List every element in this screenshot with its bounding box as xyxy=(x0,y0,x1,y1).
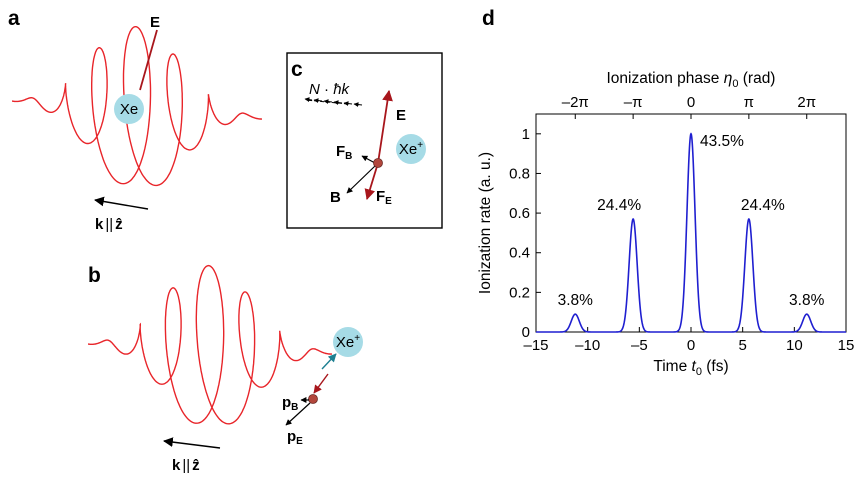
y-tick-label: 0.2 xyxy=(509,284,530,301)
B-label: B xyxy=(330,189,341,206)
panel-c-frame xyxy=(286,52,443,229)
top-tick-label: 0 xyxy=(687,94,695,111)
photon-arrow xyxy=(343,101,353,107)
panel-c-label: c xyxy=(291,58,303,81)
ionization-rate-curve xyxy=(536,132,846,333)
photon-arrow xyxy=(313,98,323,104)
top-axis-label: Ionization phase η0 (rad) xyxy=(607,70,776,90)
electron-momentum-arrow-b xyxy=(313,373,329,394)
y-tick-label: 0.8 xyxy=(509,165,530,182)
pE-label: pE xyxy=(287,428,303,447)
electron-c xyxy=(373,158,383,168)
peak-label: 3.8% xyxy=(558,292,594,309)
pB-label: pB xyxy=(282,394,298,413)
panel-a: a Xe E k || ẑ xyxy=(8,7,262,233)
top-tick-label: –π xyxy=(624,94,643,111)
photon-momentum-label: N · ħk xyxy=(309,81,351,98)
panel-c: c N · ħk E Xe+ FB B FE xyxy=(286,52,443,229)
photon-arrow xyxy=(333,100,343,106)
peak-label: 24.4% xyxy=(597,197,641,214)
x-tick-label: 5 xyxy=(738,337,746,354)
laser-helix-a xyxy=(12,26,262,187)
xe-ion-c xyxy=(396,134,426,164)
x-tick-label: 0 xyxy=(687,337,695,354)
peak-label: 24.4% xyxy=(741,197,785,214)
peak-label: 43.5% xyxy=(700,133,744,150)
pE-arrow xyxy=(285,402,311,426)
photon-arrows xyxy=(304,97,363,108)
panel-d-label: d xyxy=(482,7,495,30)
wave-vector-arrow-b xyxy=(163,437,221,449)
x-tick-label: –10 xyxy=(575,337,600,354)
ionization-rate-chart: –15 –10 –5 0 5 10 15 –2π –π 0 π 2π 0 0.2 0.4 0.6 0.8 1 Tim… xyxy=(477,70,854,378)
wave-vector-arrow-a xyxy=(94,196,149,210)
photon-arrow xyxy=(353,102,363,108)
top-tick-label: –2π xyxy=(562,94,589,111)
y-tick-label: 0.6 xyxy=(509,205,530,222)
laser-helix-b xyxy=(88,264,332,425)
x-tick-label: 15 xyxy=(838,337,855,354)
FE-label: FE xyxy=(376,188,392,207)
panel-d: d –15 –10 –5 0 5 10 15 –2π –π 0 π 2π 0 0.2 0.4 0.6 0.8 1 T… xyxy=(477,7,854,378)
x-tick-label: –5 xyxy=(631,337,648,354)
FB-arrow xyxy=(361,155,376,164)
field-arrow-a xyxy=(139,29,158,91)
x-tick-label: 10 xyxy=(786,337,803,354)
xe-atom-a xyxy=(114,94,144,124)
field-label-a: E xyxy=(150,14,160,31)
top-tick-label: π xyxy=(744,94,754,111)
top-tick-label: 2π xyxy=(797,94,816,111)
xe-ion-c-label: Xe+ xyxy=(399,140,423,158)
x-tick-label: –15 xyxy=(523,337,548,354)
photon-arrow xyxy=(304,97,313,103)
y-tick-label: 1 xyxy=(522,126,530,143)
xe-ion-b-label: Xe+ xyxy=(336,333,360,351)
field-arrow-c xyxy=(377,89,393,164)
y-tick-label: 0.4 xyxy=(509,245,530,262)
panel-b: b Xe+ pB pE k || ẑ xyxy=(88,264,363,474)
peak-label: 3.8% xyxy=(789,292,825,309)
photon-arrow xyxy=(323,99,333,105)
wave-vector-b: k || ẑ xyxy=(172,457,200,474)
x-axis-label: Time t0 (fs) xyxy=(653,358,728,378)
FB-label: FB xyxy=(336,143,352,162)
FE-arrow xyxy=(364,162,379,201)
y-tick-label: 0 xyxy=(522,324,530,341)
xe-ion-b xyxy=(333,327,363,357)
B-arrow xyxy=(346,165,376,194)
panel-b-label: b xyxy=(88,264,101,287)
field-label-c: E xyxy=(396,107,406,124)
wave-vector-a: k || ẑ xyxy=(95,216,123,233)
xe-atom-a-label: Xe xyxy=(120,101,138,118)
panel-a-label: a xyxy=(8,7,20,30)
ion-momentum-arrow-b xyxy=(321,353,337,370)
y-axis-label: Ionization rate (a. u.) xyxy=(477,152,494,294)
electron-b xyxy=(308,394,318,404)
